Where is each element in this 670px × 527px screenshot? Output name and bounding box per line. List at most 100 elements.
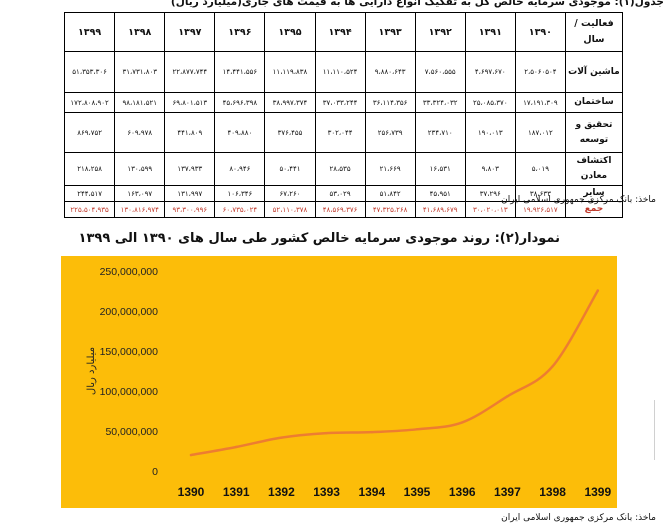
table-cell: ۲۱،۶۶۹	[364, 152, 416, 186]
table-cell: ۱۳۰،۸۱۶،۹۷۴	[114, 201, 166, 218]
table-cell: ۵۲،۱۱۰،۳۷۸	[264, 201, 316, 218]
y-tick-label: 250,000,000	[100, 266, 159, 278]
data-point	[235, 445, 238, 449]
table-cell: ۶۰۹،۹۷۸	[114, 112, 166, 153]
row-label: ماشین آلات	[564, 51, 624, 93]
table-cell: ۵۳،۰۲۹	[314, 185, 366, 202]
table-cell: ۲۵۶،۷۳۹	[364, 112, 416, 153]
table-cell: ۱۹،۹۲۶،۵۱۷	[514, 201, 566, 218]
x-tick-label: 1392	[268, 485, 295, 499]
table-cell: ۱۱،۱۱۰،۵۲۴	[314, 51, 366, 93]
table-cell: ۹۸،۱۸۱،۵۲۱	[114, 92, 166, 113]
table-cell: ۸۶۹،۷۵۲	[63, 112, 116, 153]
table-cell: ۱۶۳،۰۹۷	[114, 185, 166, 202]
year-header: ۱۳۹۵	[264, 12, 316, 52]
table-cell: ۱۳۱،۹۹۷	[164, 185, 216, 202]
table-cell: ۲۲۵،۵۰۴،۹۳۵	[63, 201, 116, 218]
chart-source: ماخذ: بانک مرکزی جمهوری اسلامی ایران	[501, 513, 656, 523]
table-cell: ۴۸،۵۶۹،۳۷۶	[314, 201, 366, 218]
table-row: ساختمان ۱۷،۱۹۱،۳۰۹ ۲۵،۰۸۵،۳۷۰ ۳۳،۳۲۴،۰۳۲ ۳۶،…	[63, 92, 624, 113]
table-cell: ۴۷،۳۲۵،۲۶۸	[364, 201, 416, 218]
data-point	[551, 365, 554, 368]
table-header-label: فعالیت / سال	[564, 12, 624, 52]
table-cell: ۱۳۰،۵۹۹	[114, 152, 166, 186]
row-label: ساختمان	[564, 92, 624, 113]
year-header: ۱۳۹۱	[464, 12, 516, 52]
line-chart: 0 50,000,000 100,000,000 150,000,000 200,000…	[86, 266, 611, 499]
x-tick-label: 1393	[313, 485, 340, 499]
data-point	[506, 395, 509, 398]
table-header-row: فعالیت / سال ۱۳۹۰ ۱۳۹۱ ۱۳۹۲ ۱۳۹۳ ۱۳۹۴ ۱۳۹۵ ۱۳۹…	[63, 12, 624, 52]
table-cell: ۲۱۸،۲۵۸	[63, 152, 116, 186]
y-tick-label: 100,000,000	[100, 386, 159, 398]
table-cell: ۴۰۹،۸۸۰	[214, 112, 266, 153]
data-point	[415, 428, 419, 431]
table-cell: ۳۳،۳۲۴،۰۳۲	[414, 92, 466, 113]
row-label: اکتشاف معادن	[564, 152, 624, 186]
x-tick-label: 1396	[449, 485, 476, 499]
table-cell: ۲۸،۵۳۵	[314, 152, 366, 186]
chart-area: 0 50,000,000 100,000,000 150,000,000 200,000…	[61, 256, 617, 508]
table-cell: ۵۱،۸۴۲	[364, 185, 416, 202]
table-cell: ۹،۸۸۰،۶۴۳	[364, 51, 416, 93]
data-point	[596, 289, 599, 292]
y-tick-label: 150,000,000	[100, 346, 159, 358]
table-cell: ۲۴۴،۵۱۷	[63, 185, 116, 202]
year-header: ۱۳۹۹	[63, 12, 116, 52]
row-label: جمع	[564, 201, 624, 218]
table-caption: جدول(۱): موجودی سرمایه خالص کل به تفکیک …	[170, 0, 664, 8]
table-cell: ۲،۵۰۶۰۵۰۴	[514, 51, 566, 93]
table-cell: ۴۱،۶۸۹،۶۷۹	[414, 201, 466, 218]
year-header: ۱۳۹۸	[114, 12, 166, 52]
table-row: جمع ۱۹،۹۲۶،۵۱۷ ۳۰،۰۲۰،۰۱۳ ۴۱،۶۸۹،۶۷۹ ۴۷،۳۲۵،…	[63, 201, 624, 218]
table-cell: ۱۰۶،۳۴۶	[214, 185, 266, 202]
table-cell: ۲۲،۸۷۷،۷۴۴	[164, 51, 216, 93]
x-tick-label: 1394	[358, 485, 385, 499]
y-tick-label: 0	[152, 466, 158, 478]
y-axis-label: میلیارد ریال	[86, 347, 97, 395]
y-tick-label: 50,000,000	[105, 426, 158, 438]
x-tick-label: 1397	[494, 485, 521, 499]
year-header: ۱۳۹۴	[314, 12, 366, 52]
table-cell: ۱۱،۱۱۹،۸۳۸	[264, 51, 316, 93]
table-cell: ۱۷،۱۹۱،۳۰۹	[514, 92, 566, 113]
table-cell: ۴،۶۹۷،۶۷۰	[464, 51, 516, 93]
table-cell: ۴۴۱،۸۰۹	[164, 112, 216, 153]
table-row: ماشین آلات ۲،۵۰۶۰۵۰۴ ۴،۶۹۷،۶۷۰ ۷،۵۶۰،۵۵۵ ۹،۸…	[63, 51, 624, 93]
table-cell: ۶۹،۸۰۱،۵۱۳	[164, 92, 216, 113]
table-cell: ۳۷،۰۳۳،۲۴۴	[314, 92, 366, 113]
x-tick-label: 1391	[223, 485, 250, 499]
table-cell: ۱۳۷،۹۳۳	[164, 152, 216, 186]
data-point	[280, 436, 283, 439]
x-tick-label: 1398	[539, 485, 566, 499]
data-point	[325, 431, 328, 435]
year-header: ۱۳۹۲	[414, 12, 466, 52]
row-label: تحقیق و توسعه	[564, 112, 624, 153]
table-cell: ۳۰۲،۰۴۴	[314, 112, 366, 153]
table-source: ماخذ: بانک مرکزی جمهوری اسلامی ایران	[501, 195, 656, 205]
table-cell: ۶۰،۷۳۵،۰۲۴	[214, 201, 266, 218]
table-row: سایر ۳۸،۶۳۳ ۳۷،۲۹۶ ۴۵،۹۵۱ ۵۱،۸۴۲ ۵۳،۰۲۹ ۶۷،۲۶۰…	[63, 185, 624, 202]
table-cell: ۱۷۲،۸۰۸،۹۰۲	[63, 92, 116, 113]
table-cell: ۳۸،۹۹۷،۳۷۴	[264, 92, 316, 113]
table-cell: ۳۱،۷۳۱،۸۰۳	[114, 51, 166, 93]
table-cell: ۲۳۴،۷۱۰	[414, 112, 466, 153]
table-cell: ۵،۰۱۹	[514, 152, 566, 186]
table-cell: ۱۶،۵۳۱	[414, 152, 466, 186]
table-row: تحقیق و توسعه ۱۸۷،۰۱۲ ۱۹۰،۰۱۳ ۲۳۴،۷۱۰ ۲۵۶،۷۳…	[63, 112, 624, 153]
year-header: ۱۳۹۶	[214, 12, 266, 52]
data-point	[461, 421, 464, 424]
y-tick-label: 200,000,000	[100, 306, 159, 318]
table-cell: ۹،۸۰۳	[464, 152, 516, 186]
table-cell: ۶۷،۲۶۰	[264, 185, 316, 202]
year-header: ۱۳۹۷	[164, 12, 216, 52]
table-cell: ۱۴،۴۴۱،۵۵۶	[214, 51, 266, 93]
x-tick-label: 1399	[584, 485, 611, 499]
table-cell: ۲۵،۰۸۵،۳۷۰	[464, 92, 516, 113]
table-row: اکتشاف معادن ۵،۰۱۹ ۹،۸۰۳ ۱۶،۵۳۱ ۲۱،۶۶۹ ۲۸،۵۳۵…	[63, 152, 624, 186]
table-cell: ۸۰،۹۴۶	[214, 152, 266, 186]
table-cell: ۱۹۰،۰۱۳	[464, 112, 516, 153]
table-cell: ۴۵،۶۹۶،۳۹۸	[214, 92, 266, 113]
page-edge-divider	[654, 400, 669, 460]
table-cell: ۳۶،۱۱۴،۳۵۶	[364, 92, 416, 113]
